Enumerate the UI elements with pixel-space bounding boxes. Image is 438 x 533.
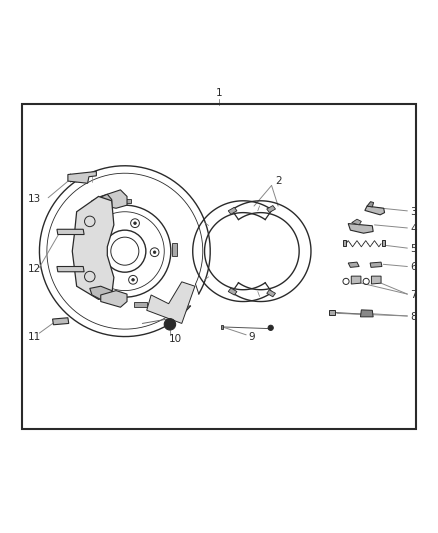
Polygon shape	[68, 172, 96, 183]
Circle shape	[167, 321, 173, 327]
Polygon shape	[352, 219, 361, 225]
Polygon shape	[221, 325, 223, 329]
Text: 1: 1	[215, 88, 223, 99]
Circle shape	[134, 222, 136, 224]
Circle shape	[153, 251, 156, 254]
Text: 4: 4	[410, 224, 417, 235]
Polygon shape	[371, 276, 381, 284]
Polygon shape	[382, 240, 385, 246]
Polygon shape	[228, 288, 237, 295]
Bar	[22, 104, 416, 429]
Polygon shape	[72, 197, 114, 300]
Circle shape	[268, 325, 273, 330]
Polygon shape	[267, 206, 276, 213]
Polygon shape	[101, 290, 127, 307]
Polygon shape	[360, 310, 373, 317]
Text: 10: 10	[169, 334, 182, 344]
Polygon shape	[367, 201, 374, 207]
Text: 7: 7	[410, 290, 417, 300]
Polygon shape	[348, 262, 359, 268]
Text: 6: 6	[410, 262, 417, 272]
Polygon shape	[351, 276, 361, 284]
Polygon shape	[370, 262, 382, 268]
Polygon shape	[53, 318, 69, 325]
Polygon shape	[172, 243, 177, 256]
Circle shape	[164, 319, 176, 330]
Polygon shape	[57, 229, 84, 235]
Circle shape	[132, 278, 134, 281]
Polygon shape	[134, 302, 147, 307]
Text: 12: 12	[28, 264, 41, 273]
Text: 5: 5	[410, 244, 417, 254]
Polygon shape	[343, 240, 346, 246]
Text: 13: 13	[28, 193, 41, 204]
Polygon shape	[90, 286, 112, 303]
Polygon shape	[147, 282, 195, 324]
Polygon shape	[348, 223, 373, 233]
Circle shape	[100, 231, 102, 234]
Polygon shape	[101, 190, 127, 208]
Polygon shape	[90, 194, 112, 212]
Text: 2: 2	[275, 176, 282, 186]
Polygon shape	[328, 310, 335, 315]
Text: 11: 11	[28, 332, 41, 342]
Polygon shape	[57, 266, 84, 272]
Polygon shape	[365, 206, 385, 215]
Polygon shape	[118, 199, 131, 203]
Polygon shape	[228, 207, 237, 214]
Circle shape	[99, 266, 102, 269]
Text: 9: 9	[248, 332, 255, 342]
Polygon shape	[267, 290, 276, 297]
Text: 8: 8	[410, 312, 417, 322]
Text: 3: 3	[410, 207, 417, 217]
